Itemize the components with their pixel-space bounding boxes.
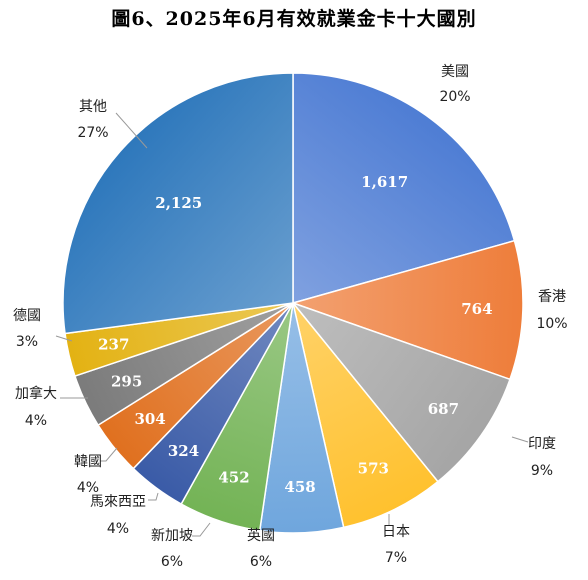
percent-label: 10% [536,316,567,332]
percent-label: 4% [25,413,47,429]
leader-line [148,492,159,501]
category-label: 新加坡 [151,528,193,544]
category-label: 韓國 [74,454,102,470]
percent-label: 9% [531,463,553,479]
category-label: 印度 [528,436,556,452]
percent-label: 4% [107,521,129,537]
percent-label: 4% [77,480,99,496]
slice-2 [290,301,511,483]
value-label: 573 [358,460,389,478]
value-label: 452 [218,468,249,486]
slice-3 [292,302,439,529]
category-label: 香港 [538,289,566,305]
category-label: 日本 [382,524,410,540]
category-label: 加拿大 [15,385,57,402]
category-label: 其他 [79,99,107,115]
percent-label: 6% [250,554,272,570]
value-label: 304 [134,410,165,428]
value-label: 458 [284,478,315,496]
leader-line [511,436,529,443]
percent-label: 7% [385,550,407,566]
value-label: 324 [168,442,199,460]
percent-label: 6% [161,554,183,570]
slice-1 [290,239,524,381]
leader-line [115,112,148,149]
category-label: 馬來西亞 [90,494,146,510]
chart-title: 圖6、2025年6月有效就業金卡十大國別 [111,8,477,30]
slice-10 [62,72,294,335]
leader-line [100,447,118,462]
value-label: 764 [461,300,492,318]
value-label: 2,125 [155,194,202,212]
percent-label: 20% [439,89,470,105]
leader-line [192,522,211,537]
value-label: 237 [98,336,129,354]
percent-label: 3% [16,334,38,350]
leader-line [55,335,73,342]
value-label: 1,617 [361,173,408,191]
category-label: 德國 [13,308,41,324]
slice-0 [292,72,516,304]
category-label: 英國 [247,527,275,544]
value-label: 687 [428,400,459,418]
value-label: 295 [111,373,142,391]
category-label: 美國 [441,64,469,80]
percent-label: 27% [77,125,108,141]
